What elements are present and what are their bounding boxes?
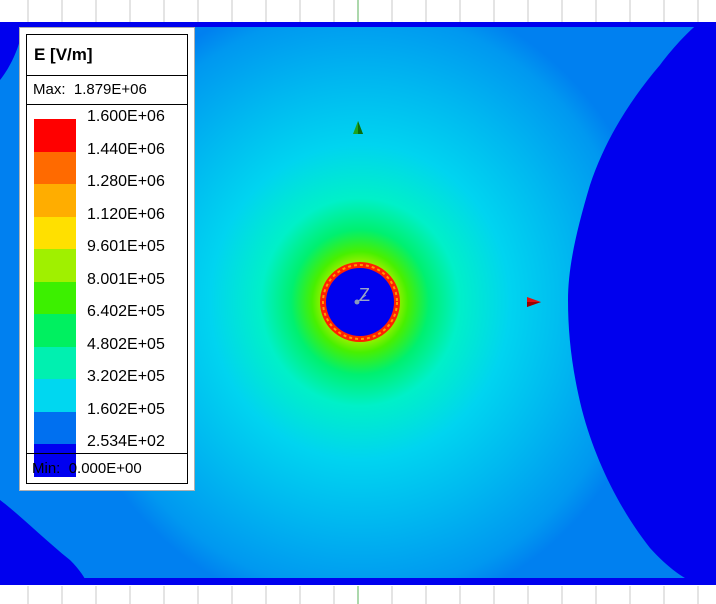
legend-swatch (34, 379, 76, 412)
legend-level-label: 1.440E+06 (87, 140, 165, 158)
legend-frame: E [V/m] Max: 1.879E+06 1.600E+06 1.440E+0… (26, 34, 188, 484)
z-axis-marker: Z (354, 285, 370, 305)
z-axis-label: Z (359, 285, 370, 305)
left-top-boundary (0, 22, 22, 80)
bottom-ruler (0, 585, 716, 604)
legend-title: E [V/m] (27, 35, 187, 76)
legend-level-label: 8.001E+05 (87, 270, 165, 288)
conductor-core (326, 268, 394, 336)
legend-level-label: 1.280E+06 (87, 173, 165, 190)
legend-level-label: 3.202E+05 (87, 368, 165, 385)
legend-swatch (34, 184, 76, 217)
y-axis-arrow-icon (353, 121, 363, 134)
legend-level-label: 2.534E+02 (87, 433, 165, 450)
top-ruler (0, 0, 716, 22)
color-legend[interactable]: E [V/m] Max: 1.879E+06 1.600E+06 1.440E+0… (19, 27, 195, 491)
right-boundary-region (568, 22, 716, 585)
left-bottom-boundary (0, 500, 88, 585)
legend-min: Min: 0.000E+00 (27, 453, 187, 483)
legend-level-label: 4.802E+05 (87, 335, 165, 353)
legend-max-value: 1.879E+06 (73, 81, 147, 98)
conductor (320, 262, 400, 342)
legend-level-label: 9.601E+05 (87, 238, 165, 255)
legend-swatch (34, 249, 76, 282)
legend-min-value: 0.000E+00 (68, 460, 142, 477)
legend-swatch (34, 119, 76, 152)
legend-swatch (34, 314, 76, 347)
legend-max-label: Max: (33, 81, 66, 98)
x-axis-arrow-icon (527, 297, 541, 307)
legend-max: Max: 1.879E+06 (27, 76, 187, 105)
legend-swatch (34, 216, 76, 249)
legend-swatch (34, 281, 76, 314)
legend-min-label: Min: (32, 460, 61, 477)
legend-level-label: 6.402E+05 (87, 303, 165, 320)
legend-swatch (34, 346, 76, 379)
legend-level-label: 1.600E+06 (87, 108, 165, 125)
legend-swatch (34, 151, 76, 184)
legend-level-label: 1.602E+05 (87, 400, 165, 418)
legend-level-label: 1.120E+06 (87, 205, 165, 223)
legend-swatch (34, 411, 76, 444)
legend-swatch (34, 444, 76, 477)
